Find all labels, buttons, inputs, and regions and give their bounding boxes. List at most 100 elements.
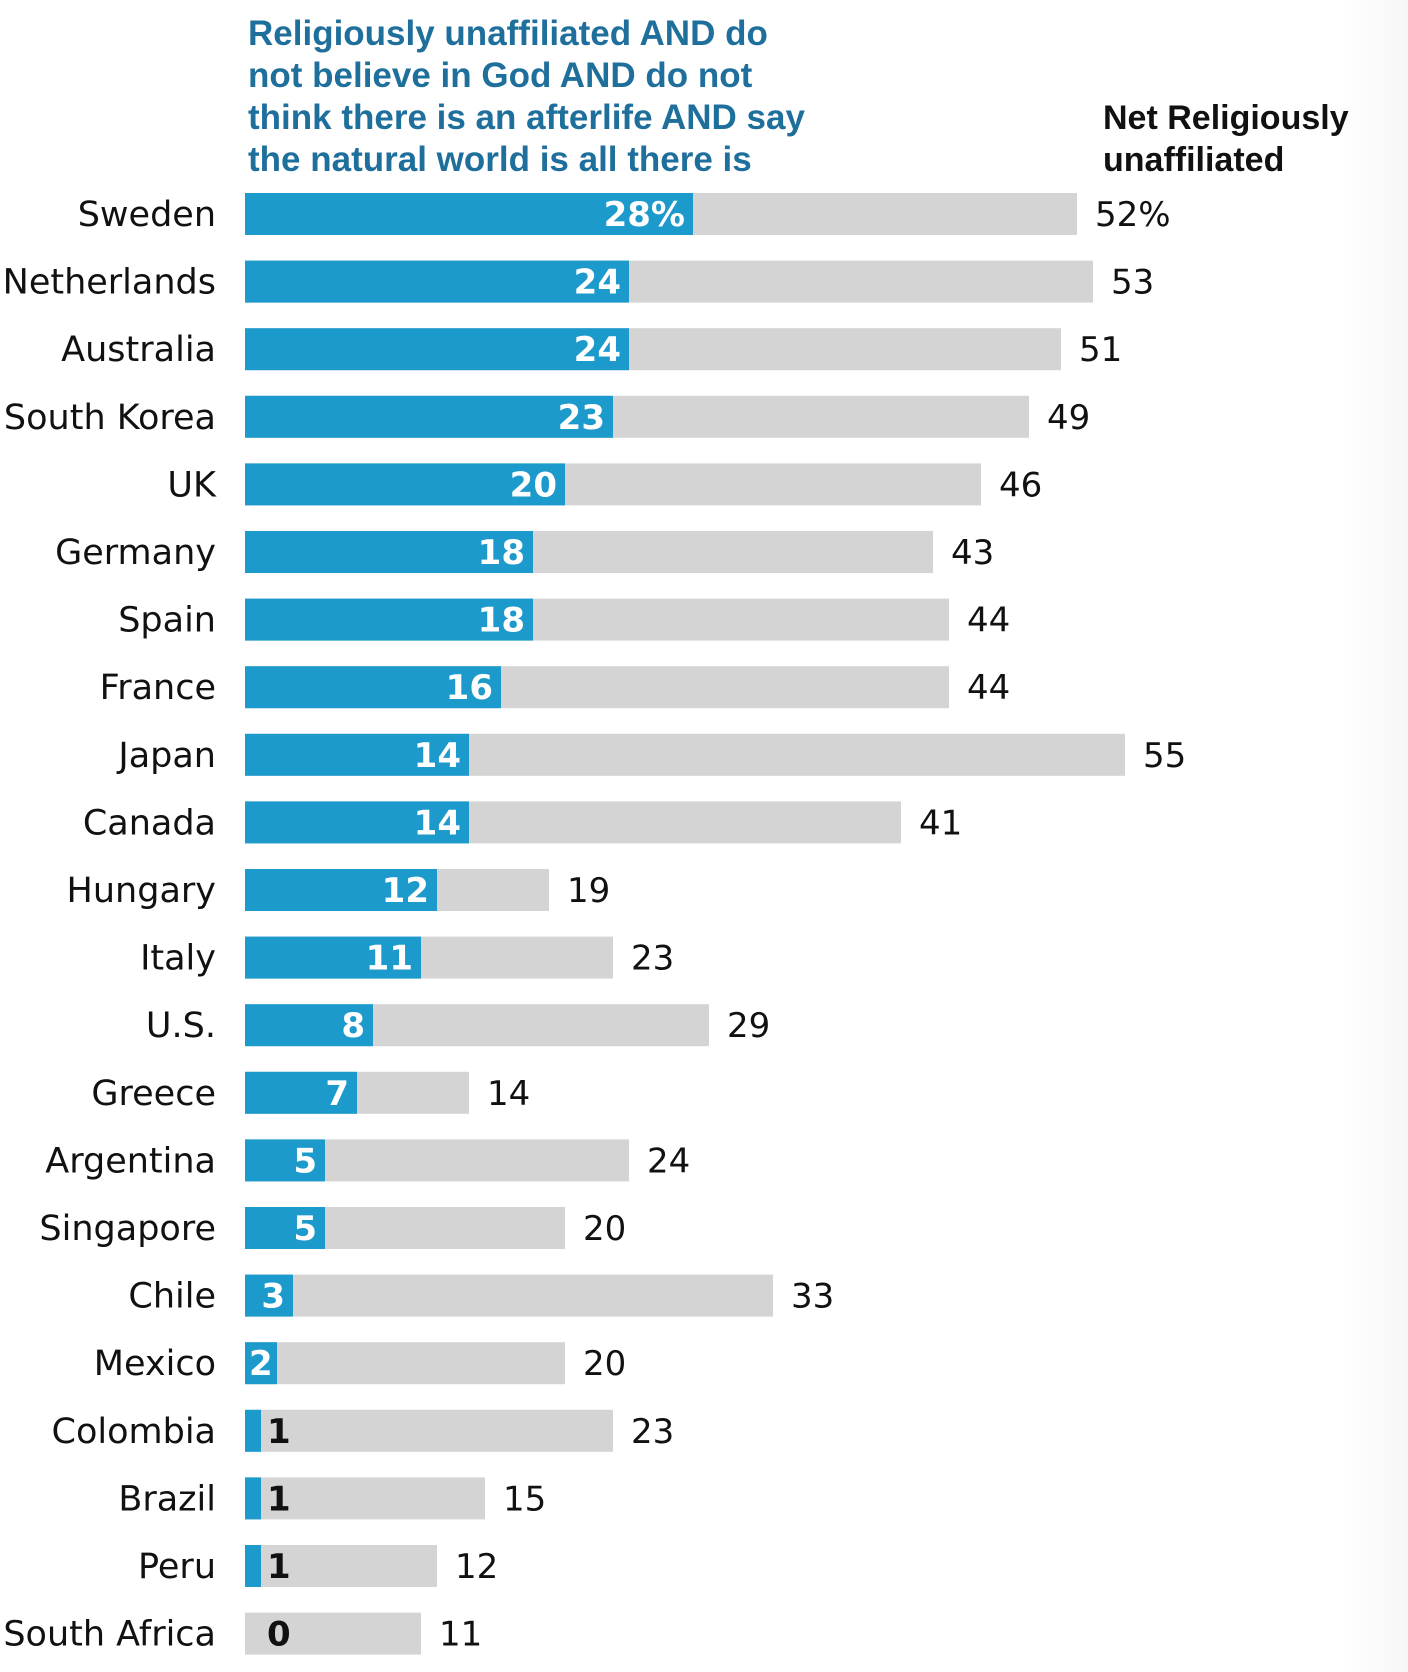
- series-bar: [245, 193, 693, 235]
- series-value-label: 7: [325, 1074, 349, 1114]
- bar-row: Chile 3 33: [128, 1274, 834, 1317]
- total-value-label: 44: [967, 601, 1010, 641]
- country-label: Spain: [118, 601, 216, 641]
- country-label: Chile: [128, 1277, 216, 1317]
- total-value-label: 20: [583, 1209, 626, 1249]
- country-label: Mexico: [94, 1344, 216, 1384]
- series-bar: [245, 1342, 277, 1385]
- total-bar: [245, 1342, 565, 1385]
- series-bar: [245, 395, 613, 438]
- series-value-label: 3: [261, 1277, 285, 1317]
- country-label: South Korea: [4, 398, 216, 438]
- country-label: Netherlands: [3, 263, 216, 303]
- series-bar: [245, 666, 501, 709]
- bar-row: Brazil 1 15: [118, 1477, 546, 1520]
- bar-row: Colombia 1 23: [52, 1409, 674, 1452]
- series-value-label: 24: [574, 330, 621, 370]
- bar-row: Spain 18 44: [118, 598, 1010, 641]
- country-label: France: [100, 668, 216, 708]
- series-value-label: 18: [478, 533, 525, 573]
- country-label: Greece: [91, 1074, 216, 1114]
- series-value-label: 8: [341, 1006, 365, 1046]
- country-label: Brazil: [118, 1479, 216, 1519]
- bar-row: Japan 14 55: [116, 733, 1186, 776]
- total-value-label: 20: [583, 1344, 626, 1384]
- total-value-label: 43: [951, 533, 994, 573]
- series-bar: [245, 1274, 293, 1317]
- bar-row: Australia 24 51: [61, 328, 1122, 371]
- bar-row: South Africa 0 11: [3, 1612, 482, 1655]
- series-value-label: 12: [382, 871, 429, 911]
- series-value-label: 2: [249, 1344, 273, 1384]
- total-bar: [245, 1545, 437, 1587]
- series-value-label: 14: [414, 736, 461, 776]
- total-bar: [245, 1409, 613, 1452]
- series-value-label: 16: [446, 668, 493, 708]
- country-label: UK: [167, 465, 217, 505]
- series-value-label: 1: [267, 1547, 291, 1587]
- series-value-label: 5: [293, 1209, 317, 1249]
- bar-row: U.S. 8 29: [146, 1004, 770, 1047]
- total-value-label: 24: [647, 1141, 690, 1181]
- series-value-label: 11: [366, 939, 413, 979]
- country-label: Canada: [83, 803, 216, 843]
- total-value-label: 23: [631, 939, 674, 979]
- country-label: Peru: [138, 1547, 216, 1587]
- series-bar: [245, 1071, 357, 1114]
- country-label: U.S.: [146, 1006, 216, 1046]
- total-value-label: 11: [439, 1615, 482, 1655]
- series-value-label: 28%: [604, 195, 685, 235]
- total-value-label: 49: [1047, 398, 1090, 438]
- series-title-line-1: Religiously unaffiliated AND do: [248, 14, 768, 53]
- series-value-label: 20: [510, 465, 557, 505]
- country-label: Australia: [61, 330, 216, 370]
- series-bar: [245, 1207, 325, 1249]
- series-value-label: 24: [574, 263, 621, 303]
- series-bar: [245, 733, 469, 776]
- bar-row: Sweden 28% 52%: [78, 193, 1171, 235]
- series-bar: [245, 328, 629, 371]
- bar-row: Argentina 5 24: [45, 1139, 690, 1182]
- country-label: South Africa: [3, 1615, 216, 1655]
- bar-row: Canada 14 41: [83, 801, 962, 844]
- total-value-label: 46: [999, 465, 1042, 505]
- series-title-line-3: think there is an afterlife AND say: [248, 98, 805, 137]
- bar-row: France 16 44: [100, 666, 1010, 709]
- country-label: Japan: [116, 736, 216, 776]
- series-value-label: 1: [267, 1412, 291, 1452]
- series-value-label: 23: [558, 398, 605, 438]
- series-bar: [245, 1004, 373, 1047]
- total-bar: [245, 1274, 773, 1317]
- series-bar: [245, 801, 469, 844]
- country-label: Sweden: [78, 195, 216, 235]
- country-label: Italy: [140, 939, 216, 979]
- series-bar: [245, 1139, 325, 1182]
- series-bar: [245, 1409, 261, 1452]
- series-title-line-2: not believe in God AND do not: [248, 56, 753, 95]
- bar-row: Italy 11 23: [140, 936, 674, 979]
- series-bar: [245, 598, 533, 641]
- total-value-label: 53: [1111, 263, 1154, 303]
- total-value-label: 23: [631, 1412, 674, 1452]
- country-label: Singapore: [39, 1209, 216, 1249]
- total-bar: [245, 1612, 421, 1655]
- country-label: Hungary: [67, 871, 216, 911]
- series-bar: [245, 1477, 261, 1520]
- bar-row: Netherlands 24 53: [3, 260, 1154, 303]
- total-value-label: 12: [455, 1547, 498, 1587]
- series-value-label: 5: [293, 1141, 317, 1181]
- series-bar: [245, 936, 421, 979]
- series-bar: [245, 531, 533, 573]
- total-value-label: 19: [567, 871, 610, 911]
- series-value-label: 18: [478, 601, 525, 641]
- bar-row: Singapore 5 20: [39, 1207, 626, 1249]
- total-value-label: 51: [1079, 330, 1122, 370]
- chart-titles: Religiously unaffiliated AND do not beli…: [248, 14, 1349, 179]
- bar-row: Hungary 12 19: [67, 869, 610, 911]
- total-value-label: 55: [1143, 736, 1186, 776]
- bar-row: Greece 7 14: [91, 1071, 530, 1114]
- total-value-label: 52%: [1095, 195, 1171, 235]
- series-value-label: 1: [267, 1479, 291, 1519]
